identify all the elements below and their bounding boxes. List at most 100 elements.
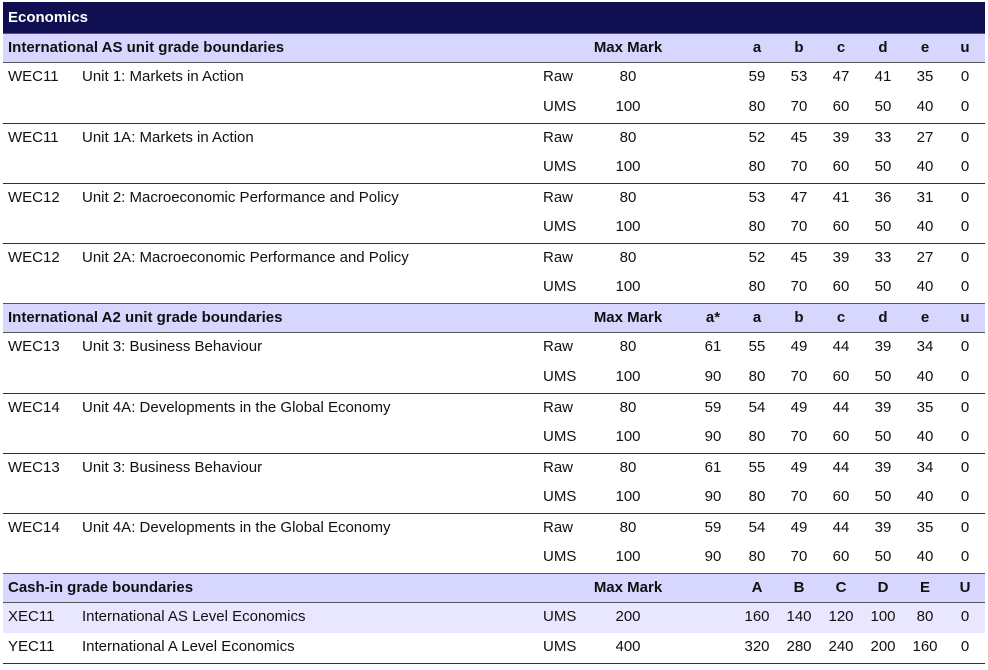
grade-value: 39 xyxy=(874,338,892,355)
grade-value: 80 xyxy=(916,608,934,625)
qualification-code: YEC11 xyxy=(8,638,55,655)
max-mark: 80 xyxy=(619,338,637,355)
grade-value: 40 xyxy=(916,548,934,565)
table-row: UMS 100 80 70 60 50 40 0 xyxy=(3,273,985,303)
table-row: WEC13 Unit 3: Business Behaviour Raw 80 … xyxy=(3,453,985,483)
grade-value: 60 xyxy=(832,278,850,295)
grade-value: 54 xyxy=(748,519,766,536)
grade-value: 80 xyxy=(748,488,766,505)
grade-value: 90 xyxy=(704,368,722,385)
grade-value: 0 xyxy=(960,278,970,295)
grade-value: 80 xyxy=(748,218,766,235)
grade-value: 41 xyxy=(832,189,850,206)
grade-value: 47 xyxy=(832,68,850,85)
unit-title: Unit 2: Macroeconomic Performance and Po… xyxy=(82,189,399,206)
grade-value: 40 xyxy=(916,368,934,385)
grade-value: 45 xyxy=(790,249,808,266)
grade-header: C xyxy=(835,579,847,596)
grade-value: 90 xyxy=(704,548,722,565)
grade-value: 40 xyxy=(916,158,934,175)
grade-value: 61 xyxy=(704,459,722,476)
grade-value: 39 xyxy=(832,249,850,266)
unit-title: Unit 4A: Developments in the Global Econ… xyxy=(82,399,391,416)
max-mark: 100 xyxy=(615,488,641,505)
grade-value: 61 xyxy=(704,338,722,355)
grade-value: 60 xyxy=(832,218,850,235)
grade-value: 160 xyxy=(912,638,938,655)
mark-type: Raw xyxy=(543,68,574,85)
max-mark-header: Max Mark xyxy=(593,579,663,596)
grade-value: 40 xyxy=(916,98,934,115)
grade-value: 0 xyxy=(960,428,970,445)
max-mark: 100 xyxy=(615,158,641,175)
mark-type: Raw xyxy=(543,459,574,476)
grade-value: 45 xyxy=(790,129,808,146)
max-mark: 200 xyxy=(615,608,641,625)
max-mark: 80 xyxy=(619,129,637,146)
grade-value: 0 xyxy=(960,68,970,85)
grade-value: 280 xyxy=(786,638,812,655)
table-row: WEC11 Unit 1: Markets in Action Raw 80 5… xyxy=(3,63,985,93)
grade-value: 49 xyxy=(790,338,808,355)
grade-header: a xyxy=(752,309,762,326)
grade-value: 39 xyxy=(874,519,892,536)
grade-value: 50 xyxy=(874,488,892,505)
unit-code: WEC13 xyxy=(8,338,60,355)
grade-value: 49 xyxy=(790,459,808,476)
grade-value: 33 xyxy=(874,249,892,266)
grade-value: 40 xyxy=(916,278,934,295)
grade-value: 90 xyxy=(704,428,722,445)
grade-header: e xyxy=(920,309,930,326)
unit-code: WEC14 xyxy=(8,519,60,536)
grade-value: 35 xyxy=(916,68,934,85)
grade-value: 50 xyxy=(874,158,892,175)
unit-code: WEC13 xyxy=(8,459,60,476)
grade-value: 0 xyxy=(960,189,970,206)
unit-title: Unit 1: Markets in Action xyxy=(82,68,244,85)
grade-value: 44 xyxy=(832,519,850,536)
grade-value: 60 xyxy=(832,548,850,565)
max-mark: 400 xyxy=(615,638,641,655)
mark-type: UMS xyxy=(543,428,577,445)
mark-type: Raw xyxy=(543,249,574,266)
grade-header: A xyxy=(751,579,763,596)
grade-value: 0 xyxy=(960,218,970,235)
grade-header: u xyxy=(960,39,970,56)
mark-type: Raw xyxy=(543,129,574,146)
grade-value: 40 xyxy=(916,488,934,505)
grade-value: 52 xyxy=(748,129,766,146)
mark-type: UMS xyxy=(543,218,577,235)
table-row: UMS 100 80 70 60 50 40 0 xyxy=(3,153,985,183)
grade-value: 40 xyxy=(916,428,934,445)
grade-value: 0 xyxy=(960,548,970,565)
grade-value: 70 xyxy=(790,428,808,445)
grade-value: 59 xyxy=(748,68,766,85)
mark-type: Raw xyxy=(543,399,574,416)
grade-value: 40 xyxy=(916,218,934,235)
table-row: WEC13 Unit 3: Business Behaviour Raw 80 … xyxy=(3,333,985,363)
grade-value: 70 xyxy=(790,278,808,295)
grade-value: 70 xyxy=(790,548,808,565)
section-heading: International A2 unit grade boundaries xyxy=(8,309,283,326)
mark-type: Raw xyxy=(543,519,574,536)
grade-value: 70 xyxy=(790,218,808,235)
grade-value: 0 xyxy=(960,488,970,505)
max-mark: 100 xyxy=(615,368,641,385)
grade-value: 80 xyxy=(748,158,766,175)
grade-value: 100 xyxy=(870,608,896,625)
grade-value: 60 xyxy=(832,368,850,385)
grade-value: 50 xyxy=(874,368,892,385)
grade-value: 60 xyxy=(832,98,850,115)
grade-value: 0 xyxy=(960,249,970,266)
mark-type: Raw xyxy=(543,338,574,355)
grade-header: b xyxy=(794,309,804,326)
table-row: UMS 100 90 80 70 60 50 40 0 xyxy=(3,423,985,453)
qualification-title: International AS Level Economics xyxy=(82,608,306,625)
grade-header: B xyxy=(793,579,805,596)
grade-value: 39 xyxy=(874,459,892,476)
grade-value: 44 xyxy=(832,399,850,416)
grade-value: 44 xyxy=(832,338,850,355)
grade-value: 0 xyxy=(960,638,970,655)
grade-value: 0 xyxy=(960,98,970,115)
grade-header: u xyxy=(960,309,970,326)
